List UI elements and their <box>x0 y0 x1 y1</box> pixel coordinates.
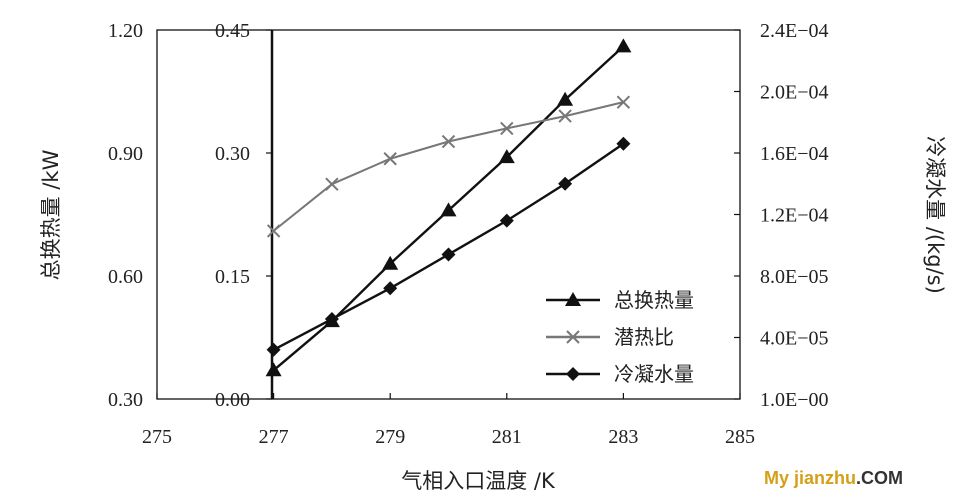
y-right-tick-label: 2.4E−04 <box>760 20 829 42</box>
x-tick-label: 275 <box>142 426 172 448</box>
data-point <box>616 95 631 109</box>
y-axis-left-title: 总换热量 /kW <box>39 149 63 280</box>
y-right-tick-label: 1.6E−04 <box>760 143 829 165</box>
y-left-inner-tick-label: 0.15 <box>215 266 250 288</box>
x-tick-label: 285 <box>725 426 755 448</box>
data-point <box>266 342 281 357</box>
series-layer <box>265 38 632 377</box>
legend-marker <box>566 367 580 381</box>
series-3 <box>266 136 631 357</box>
y-left-outer-tick-label: 0.90 <box>108 143 143 165</box>
legend-label: 总换热量 <box>614 288 694 312</box>
y-left-inner-tick-label: 0.45 <box>215 20 250 42</box>
data-point <box>441 247 456 262</box>
x-marker-stroke <box>616 95 631 109</box>
x-tick-label: 279 <box>375 426 405 448</box>
data-point <box>557 91 574 106</box>
data-point <box>383 152 397 166</box>
legend-item: 冷凝水量 <box>546 362 694 386</box>
x-marker-stroke <box>266 224 281 238</box>
x-tick-label: 277 <box>259 426 289 448</box>
legend-marker <box>566 330 580 344</box>
data-point <box>383 281 398 296</box>
y-left-outer-tick-label: 1.20 <box>108 20 143 42</box>
watermark: My jianzhu.COM <box>764 468 903 489</box>
data-point <box>615 38 632 53</box>
data-point <box>498 149 515 164</box>
data-point <box>558 109 572 123</box>
legend-label: 冷凝水量 <box>614 362 694 386</box>
x-tick-label: 281 <box>492 426 522 448</box>
data-point <box>441 134 456 149</box>
y-right-tick-label: 1.0E−00 <box>760 389 829 411</box>
data-point <box>558 176 573 191</box>
data-point <box>440 202 457 217</box>
legend-item: 潜热比 <box>546 325 674 349</box>
x-marker-stroke <box>566 330 580 344</box>
data-point <box>616 136 631 151</box>
y-left-inner-tick-label: 0.30 <box>215 143 250 165</box>
x-tick-label: 283 <box>608 426 638 448</box>
x-marker-stroke <box>441 134 456 149</box>
axis-ticks: 275 277 279 281 283 285 0.30 0.60 0.90 1.20 0.00 0.… <box>108 20 829 448</box>
watermark-part2: .COM <box>856 468 904 488</box>
x-marker-stroke <box>325 177 339 191</box>
y-right-tick-label: 4.0E−05 <box>760 328 829 350</box>
legend-label: 潜热比 <box>614 325 674 349</box>
legend-item: 总换热量 <box>546 288 694 312</box>
y-right-tick-label: 2.0E−04 <box>760 82 829 104</box>
series-2 <box>266 95 631 238</box>
x-marker-stroke <box>500 121 514 136</box>
x-axis-title: 气相入口温度 /K <box>401 469 556 493</box>
data-point <box>265 362 282 377</box>
y-right-tick-label: 1.2E−04 <box>760 205 829 227</box>
data-point <box>382 255 399 270</box>
data-point <box>324 312 339 327</box>
y-left-inner-tick-label: 0.00 <box>215 389 250 411</box>
x-marker-stroke <box>558 109 572 123</box>
data-point <box>500 121 514 136</box>
y-right-tick-label: 8.0E−05 <box>760 266 829 288</box>
data-point <box>266 224 281 238</box>
x-marker-stroke <box>383 152 397 166</box>
data-point <box>499 213 514 228</box>
legend-marker <box>565 292 581 306</box>
data-point <box>325 177 339 191</box>
y-left-outer-tick-label: 0.30 <box>108 389 143 411</box>
watermark-part1: My jianzhu <box>764 468 857 488</box>
y-left-outer-tick-label: 0.60 <box>108 266 143 288</box>
y-axis-right-title: 冷凝水量 /(kg/s) <box>923 136 947 294</box>
